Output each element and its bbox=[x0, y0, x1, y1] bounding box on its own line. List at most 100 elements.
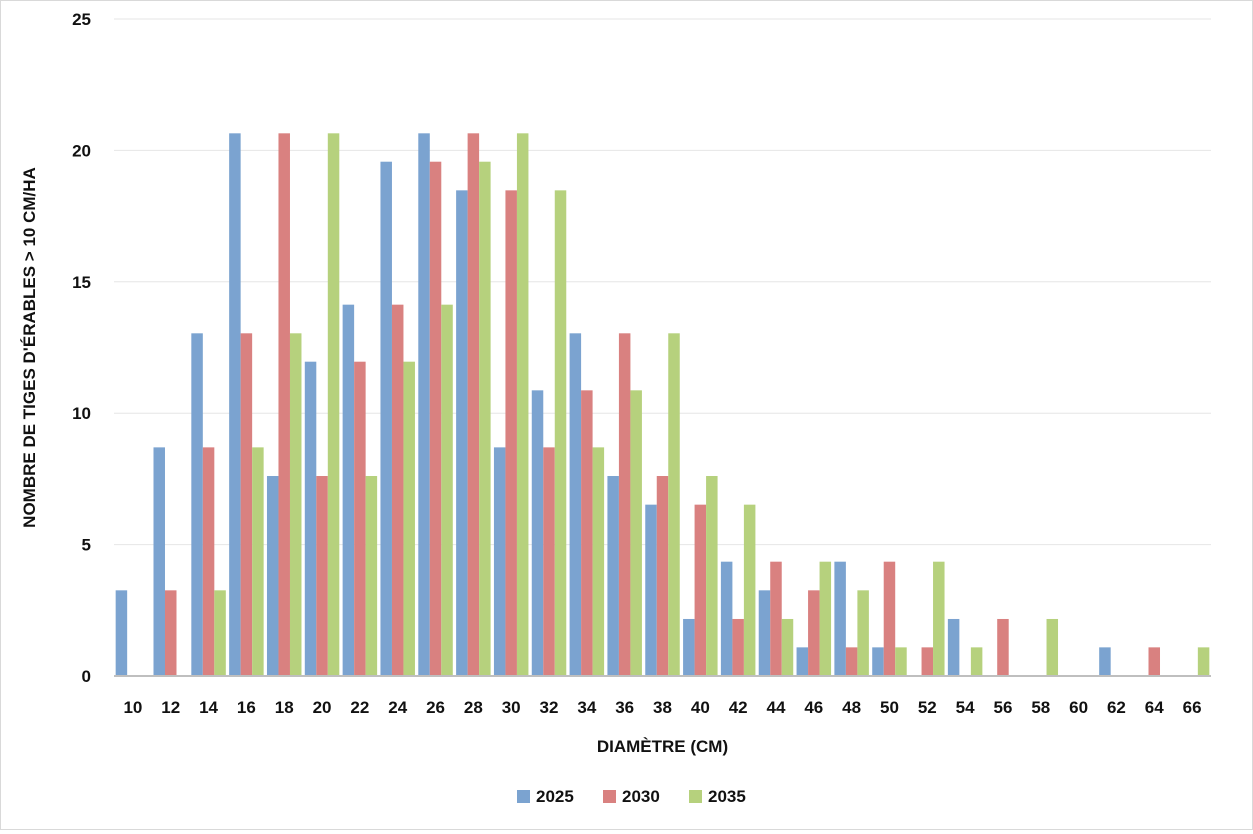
bar-2025-18 bbox=[266, 476, 279, 676]
legend: 2025 2030 2035 bbox=[517, 787, 746, 806]
x-tick-label: 64 bbox=[1145, 698, 1164, 717]
y-tick-label: 10 bbox=[72, 404, 91, 423]
x-axis-title: DIAMÈTRE (CM) bbox=[597, 737, 728, 756]
bar-2030-46 bbox=[808, 590, 820, 676]
bar-2030-48 bbox=[845, 647, 858, 676]
bar-2035-30 bbox=[516, 133, 529, 676]
legend-swatch-2025 bbox=[517, 790, 530, 803]
bar-2030-44 bbox=[770, 561, 782, 676]
bar-2035-16 bbox=[252, 447, 264, 676]
bar-2030-38 bbox=[656, 476, 669, 676]
x-tick-label: 44 bbox=[767, 698, 786, 717]
y-axis-ticks: 0 5 10 15 20 25 bbox=[72, 10, 91, 686]
bar-2035-50 bbox=[895, 647, 907, 676]
legend-swatch-2030 bbox=[603, 790, 616, 803]
bar-2025-22 bbox=[342, 304, 355, 676]
x-tick-label: 62 bbox=[1107, 698, 1126, 717]
bar-2035-46 bbox=[819, 561, 832, 676]
bar-2030-36 bbox=[618, 333, 631, 676]
x-tick-label: 42 bbox=[729, 698, 748, 717]
bar-2025-28 bbox=[456, 190, 468, 677]
x-tick-label: 40 bbox=[691, 698, 710, 717]
y-tick-label: 5 bbox=[82, 536, 91, 555]
bar-2025-16 bbox=[229, 133, 241, 676]
bar-2025-46 bbox=[796, 647, 809, 676]
legend-label-2025: 2025 bbox=[536, 787, 574, 806]
x-axis-ticks: 10 12 14 16 18 20 22 24 26 28 30 32 34 36 38 40 42 44 46 48… bbox=[123, 698, 1201, 717]
bar-2030-64 bbox=[1148, 647, 1161, 676]
x-tick-label: 16 bbox=[237, 698, 256, 717]
legend-label-2030: 2030 bbox=[622, 787, 660, 806]
bar-2035-40 bbox=[706, 476, 718, 676]
bar-2035-34 bbox=[592, 447, 605, 676]
x-tick-label: 38 bbox=[653, 698, 672, 717]
bar-2025-50 bbox=[872, 647, 884, 676]
x-tick-label: 26 bbox=[426, 698, 445, 717]
bar-2025-32 bbox=[531, 390, 544, 676]
x-tick-label: 22 bbox=[350, 698, 369, 717]
x-tick-label: 24 bbox=[388, 698, 407, 717]
x-tick-label: 10 bbox=[123, 698, 142, 717]
y-tick-label: 15 bbox=[72, 273, 91, 292]
x-tick-label: 54 bbox=[956, 698, 975, 717]
bar-2030-30 bbox=[505, 190, 517, 677]
bar-2025-62 bbox=[1099, 647, 1111, 676]
x-tick-label: 14 bbox=[199, 698, 218, 717]
bar-2035-66 bbox=[1197, 647, 1210, 676]
bar-2030-14 bbox=[202, 447, 215, 676]
bar-2025-48 bbox=[834, 561, 846, 676]
bar-2030-28 bbox=[467, 133, 480, 676]
x-tick-label: 58 bbox=[1031, 698, 1050, 717]
bars bbox=[115, 133, 1210, 677]
legend-swatch-2035 bbox=[689, 790, 702, 803]
bar-2025-10 bbox=[115, 590, 128, 676]
y-tick-label: 20 bbox=[72, 141, 91, 160]
bar-2035-20 bbox=[327, 133, 340, 676]
bar-2030-50 bbox=[883, 561, 896, 676]
bar-2030-32 bbox=[543, 447, 555, 676]
y-tick-label: 25 bbox=[72, 10, 91, 29]
x-tick-label: 20 bbox=[313, 698, 332, 717]
x-tick-label: 34 bbox=[577, 698, 596, 717]
bar-2035-38 bbox=[668, 333, 680, 676]
x-tick-label: 18 bbox=[275, 698, 294, 717]
y-tick-label: 0 bbox=[82, 667, 91, 686]
bar-2030-20 bbox=[316, 476, 328, 676]
x-tick-label: 12 bbox=[161, 698, 180, 717]
bar-2025-26 bbox=[418, 133, 430, 676]
bar-2030-18 bbox=[278, 133, 290, 676]
bar-2035-28 bbox=[479, 161, 491, 677]
x-tick-label: 60 bbox=[1069, 698, 1088, 717]
bar-2030-56 bbox=[997, 618, 1009, 676]
bar-2025-40 bbox=[683, 618, 695, 676]
bar-2030-34 bbox=[581, 390, 593, 676]
bar-2025-34 bbox=[569, 333, 582, 676]
x-tick-label: 46 bbox=[804, 698, 823, 717]
bar-2025-42 bbox=[720, 561, 733, 676]
bar-2030-22 bbox=[354, 361, 366, 676]
bar-2030-12 bbox=[164, 590, 177, 676]
bar-2025-12 bbox=[153, 447, 165, 676]
bar-2025-54 bbox=[947, 618, 960, 676]
bar-2030-42 bbox=[732, 618, 744, 676]
bar-2035-54 bbox=[970, 647, 983, 676]
bar-2035-52 bbox=[933, 561, 945, 676]
bar-2025-38 bbox=[645, 504, 657, 676]
bar-2035-26 bbox=[441, 304, 453, 676]
bar-2030-52 bbox=[921, 647, 934, 676]
x-tick-label: 52 bbox=[918, 698, 937, 717]
x-tick-label: 56 bbox=[993, 698, 1012, 717]
bar-2035-36 bbox=[630, 390, 642, 676]
x-tick-label: 30 bbox=[502, 698, 521, 717]
bar-2025-24 bbox=[380, 161, 392, 677]
bar-2025-20 bbox=[304, 361, 317, 676]
bar-2025-14 bbox=[191, 333, 203, 676]
bar-2035-22 bbox=[365, 476, 378, 676]
bar-2035-58 bbox=[1046, 618, 1059, 676]
legend-label-2035: 2035 bbox=[708, 787, 746, 806]
bar-2035-14 bbox=[214, 590, 226, 676]
bar-2035-44 bbox=[781, 618, 794, 676]
bar-2035-42 bbox=[743, 504, 756, 676]
